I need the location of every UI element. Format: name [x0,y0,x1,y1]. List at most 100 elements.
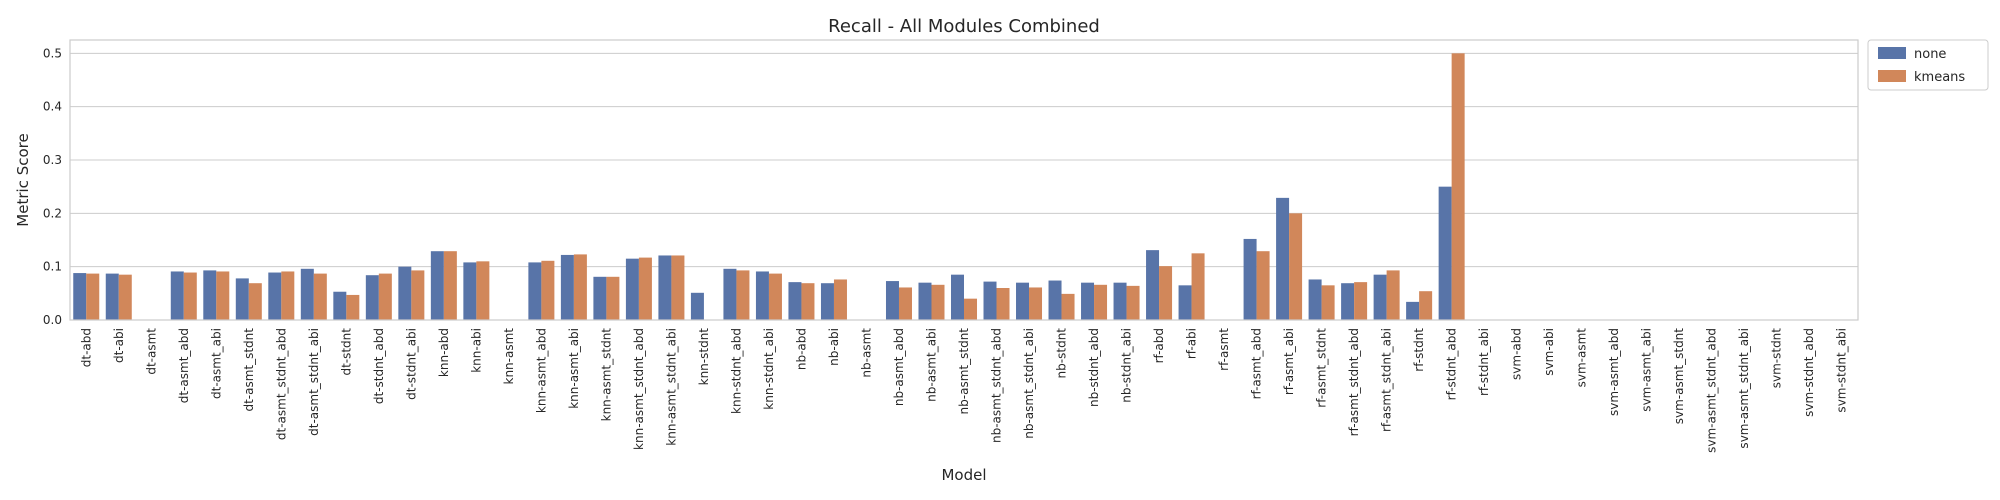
bar-kmeans-nb-stdnt_abi [1126,285,1140,320]
x-tick-label: svm-abd [1510,328,1524,380]
x-tick-label: svm-asmt [1575,328,1589,388]
bar-none-dt-abi [105,273,119,320]
bar-kmeans-dt-asmt_stdnt_abi [313,273,327,320]
legend-label-none: none [1914,47,1946,62]
bar-kmeans-knn-asmt_stdnt_abi [671,255,685,320]
bar-none-nb-abd [788,282,802,320]
x-tick-label: nb-asmt [859,328,873,378]
bar-kmeans-dt-stdnt_abd [378,273,392,320]
bar-kmeans-nb-stdnt [1061,293,1075,320]
bar-kmeans-rf-abd [1159,266,1173,320]
bar-none-knn-stdnt [690,292,704,320]
bar-none-dt-abd [73,273,87,320]
bar-kmeans-rf-stdnt [1419,291,1433,320]
x-tick-label: rf-asmt_stdnt_abi [1380,328,1394,432]
bar-none-nb-stdnt_abd [1081,282,1095,320]
bar-none-nb-asmt_stdnt [950,274,964,320]
x-tick-label: rf-asmt_stdnt_abd [1347,328,1361,436]
bar-none-rf-abd [1146,250,1160,320]
y-tick-label: 0.5 [43,46,62,60]
bar-none-nb-asmt_abi [918,282,932,320]
bar-kmeans-rf-asmt_stdnt_abi [1386,270,1400,320]
bar-none-dt-stdnt_abi [398,266,412,320]
bar-none-knn-abi [463,262,477,320]
x-tick-label: knn-asmt_stdnt_abd [632,328,646,450]
y-tick-label: 0.4 [43,100,62,114]
bar-none-knn-asmt_abi [560,254,574,320]
x-tick-label: nb-asmt_abi [924,328,938,402]
y-tick-label: 0.3 [43,153,62,167]
x-tick-label: dt-asmt [144,328,158,375]
x-tick-label: dt-stdnt_abi [404,328,418,400]
bar-none-knn-asmt_stdnt_abi [658,255,672,320]
bar-none-rf-asmt_abi [1276,197,1290,320]
bar-none-dt-asmt_stdnt_abd [268,272,282,320]
bar-none-rf-stdnt_abd [1438,186,1452,320]
bar-kmeans-rf-stdnt_abd [1451,53,1465,320]
bar-none-rf-asmt_abd [1243,238,1257,320]
x-tick-label: rf-asmt_abi [1282,328,1296,395]
x-tick-label: nb-asmt_stdnt [957,328,971,415]
x-tick-label: rf-abi [1185,328,1199,359]
x-tick-label: dt-abd [79,328,93,367]
bar-kmeans-nb-abd [801,283,815,320]
bar-kmeans-dt-asmt_abi [216,271,230,320]
x-tick-labels: dt-abd dt-abi dt-asmt dt-asmt_abd dt-asmt_ab… [79,328,1848,453]
x-tick-label: nb-stdnt_abd [1087,328,1101,407]
x-tick-label: knn-stdnt_abi [762,328,776,410]
bar-kmeans-dt-asmt_abd [183,272,197,320]
bar-none-nb-stdnt [1048,280,1062,320]
bar-kmeans-knn-abd [443,251,457,320]
x-tick-label: dt-stdnt_abd [372,328,386,404]
bar-none-nb-stdnt_abi [1113,282,1127,320]
y-tick-label: 0.0 [43,313,62,327]
x-tick-label: svm-asmt_abd [1607,328,1621,416]
x-tick-label: dt-asmt_abi [209,328,223,399]
x-tick-label: nb-abi [827,328,841,366]
plot-frame [69,39,1859,321]
bar-kmeans-rf-asmt_abi [1289,213,1303,320]
x-tick-label: nb-asmt_stdnt_abd [990,328,1004,443]
x-tick-label: rf-asmt_abd [1250,328,1264,399]
bar-none-rf-abi [1178,285,1192,320]
bar-kmeans-nb-asmt_stdnt [964,298,978,320]
bar-none-knn-stdnt_abi [755,271,769,320]
bar-kmeans-nb-asmt_stdnt_abd [996,288,1010,320]
bar-kmeans-dt-asmt_stdnt [248,283,262,320]
bar-none-knn-asmt_stdnt_abd [625,258,639,320]
x-tick-label: svm-stdnt_abd [1802,328,1816,417]
x-tick-label: svm-asmt_abi [1640,328,1654,412]
y-tick-label: 0.2 [43,206,62,220]
bar-none-nb-abi [820,283,834,320]
x-tick-label: knn-stdnt_abd [729,328,743,414]
bar-kmeans-knn-asmt_abi [573,254,587,320]
legend-swatch-kmeans [1878,70,1906,82]
bar-none-knn-abd [430,251,444,320]
x-tick-label: svm-asmt_stdnt_abi [1737,328,1751,449]
x-tick-label: nb-stdnt_abi [1120,328,1134,403]
bar-kmeans-knn-asmt_stdnt_abd [638,257,652,320]
bar-kmeans-knn-stdnt_abi [768,273,782,320]
bar-kmeans-knn-asmt_stdnt [606,276,620,320]
bar-none-rf-stdnt [1406,301,1420,320]
x-tick-label: rf-stdnt [1412,328,1426,372]
x-tick-label: svm-asmt_stdnt_abd [1705,328,1719,453]
x-tick-label: rf-asmt [1217,328,1231,371]
x-tick-label: knn-asmt [502,328,516,385]
bar-kmeans-nb-asmt_stdnt_abi [1029,287,1043,320]
bar-kmeans-rf-asmt_stdnt_abd [1354,282,1368,320]
x-tick-label: knn-asmt_stdnt_abi [664,328,678,446]
y-tick-label: 0.1 [43,260,62,274]
x-tick-label: dt-asmt_abd [177,328,191,403]
chart-title: Recall - All Modules Combined [828,16,1100,37]
bar-none-dt-stdnt_abd [365,275,379,320]
bar-none-knn-asmt_abd [528,262,542,320]
x-tick-label: dt-stdnt [339,328,353,376]
x-tick-label: rf-abd [1152,328,1166,363]
bar-none-nb-asmt_abd [885,281,899,320]
x-tick-label: svm-abi [1542,328,1556,376]
x-tick-label: knn-asmt_abd [534,328,548,413]
bar-none-dt-asmt_stdnt_abi [300,268,314,320]
